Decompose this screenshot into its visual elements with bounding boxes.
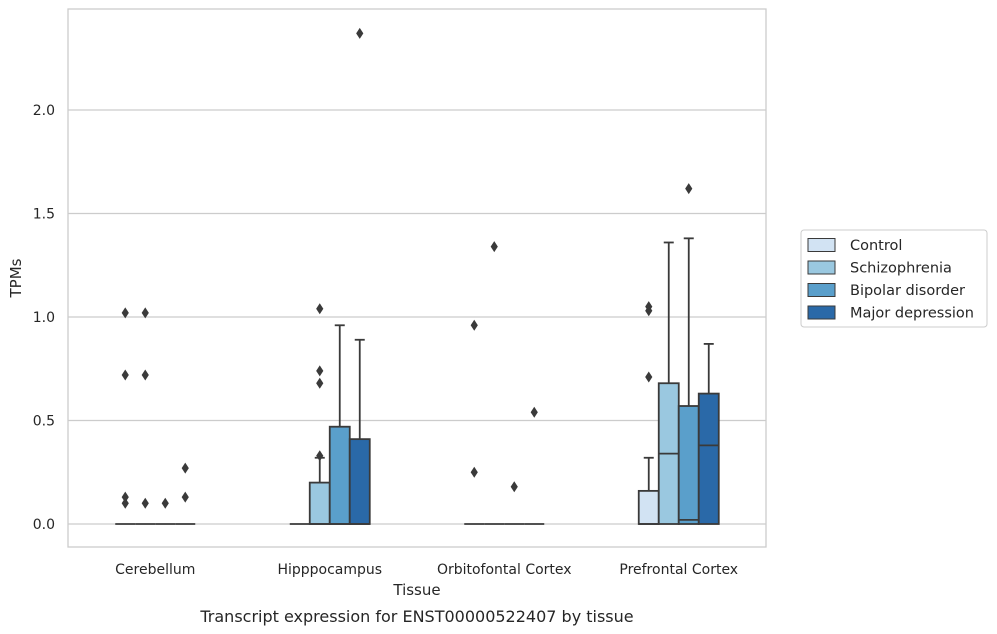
- outlier-point: [121, 369, 129, 381]
- outlier-point: [316, 365, 324, 377]
- box-body: [677, 405, 700, 525]
- outlier-point: [356, 27, 364, 39]
- box-3-1: [348, 338, 371, 525]
- x-tick-label: Hipppocampus: [277, 562, 382, 578]
- outlier-point: [316, 377, 324, 389]
- outlier-point: [181, 491, 189, 503]
- y-tick-labels: 0.0 0.5 1.0 1.5 2.0: [33, 103, 55, 533]
- box-0-3: [637, 456, 660, 525]
- outlier-point: [121, 491, 129, 503]
- box-body: [328, 425, 351, 525]
- box-2-1: [328, 324, 351, 525]
- outlier-point: [121, 307, 129, 319]
- x-axis-label: Tissue: [392, 581, 440, 599]
- y-tick-label: 1.5: [33, 207, 55, 223]
- y-axis-label: TPMs: [7, 258, 25, 298]
- box-1-3: [657, 241, 680, 525]
- outlier-point: [316, 450, 324, 462]
- outlier-point: [141, 497, 149, 509]
- chart-caption: Transcript expression for ENST0000052240…: [199, 607, 633, 626]
- y-tick-label: 2.0: [33, 103, 55, 119]
- legend-frame: [800, 229, 988, 328]
- legend: Control Schizophrenia Bipolar disorder Majo…: [800, 229, 988, 328]
- y-tick-label: 1.0: [33, 310, 55, 326]
- legend-label: Schizophrenia: [850, 261, 952, 277]
- legend-label: Bipolar disorder: [850, 283, 965, 299]
- legend-label: Control: [850, 238, 902, 254]
- y-tick-label: 0.5: [33, 414, 55, 430]
- box-body: [637, 489, 660, 525]
- outlier-point: [470, 319, 478, 331]
- outlier-point: [121, 497, 129, 509]
- x-tick-label: Prefrontal Cortex: [619, 562, 738, 578]
- boxes: [115, 237, 720, 525]
- box-body: [348, 438, 371, 525]
- x-tick-label: Orbitofontal Cortex: [437, 562, 572, 578]
- box-body: [697, 392, 720, 525]
- outlier-point: [530, 406, 538, 418]
- outlier-point: [490, 241, 498, 253]
- legend-swatch: [807, 260, 836, 275]
- plot-frame: [67, 8, 767, 548]
- outlier-point: [316, 303, 324, 315]
- outlier-point: [161, 497, 169, 509]
- legend-swatch: [807, 238, 836, 252]
- box-1-1: [308, 456, 331, 525]
- outlier-point: [470, 466, 478, 478]
- y-tick-label: 0.0: [33, 517, 55, 533]
- legend-label: Major depression: [850, 306, 974, 322]
- outlier-point: [645, 371, 653, 383]
- outlier-point: [181, 462, 189, 474]
- outlier-point: [685, 183, 693, 195]
- outlier-point: [510, 481, 518, 493]
- outlier-point: [645, 301, 653, 313]
- x-tick-label: Cerebellum: [115, 562, 195, 578]
- outliers: [121, 27, 693, 509]
- outlier-point: [141, 369, 149, 381]
- legend-items: Control Schizophrenia Bipolar disorder Majo…: [807, 238, 974, 322]
- box-body: [308, 481, 331, 525]
- legend-swatch: [807, 283, 836, 297]
- box-2-3: [677, 237, 700, 525]
- outlier-point: [141, 307, 149, 319]
- box-3-3: [697, 343, 720, 525]
- legend-swatch: [807, 305, 836, 320]
- x-tick-labels: Cerebellum Hipppocampus Orbitofontal Corte…: [115, 562, 738, 578]
